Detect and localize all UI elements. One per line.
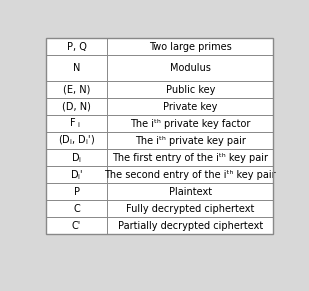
Text: The iᵗʰ private key pair: The iᵗʰ private key pair <box>135 136 246 146</box>
Text: Fully decrypted ciphertext: Fully decrypted ciphertext <box>126 204 254 214</box>
Text: The first entry of the iᵗʰ key pair: The first entry of the iᵗʰ key pair <box>112 153 268 163</box>
Text: P, Q: P, Q <box>66 42 87 52</box>
Text: D$_\mathregular{i}$': D$_\mathregular{i}$' <box>70 168 83 182</box>
Bar <box>46 38 273 234</box>
Text: C': C' <box>72 221 81 231</box>
Text: Public key: Public key <box>166 85 215 95</box>
Text: Modulus: Modulus <box>170 63 211 73</box>
Text: The iᵗʰ private key factor: The iᵗʰ private key factor <box>130 119 251 129</box>
Text: (D$_\mathregular{i}$, D$_\mathregular{i}$'): (D$_\mathregular{i}$, D$_\mathregular{i}… <box>58 134 95 148</box>
Bar <box>46 38 273 234</box>
Text: N: N <box>73 63 80 73</box>
Text: i: i <box>78 122 80 128</box>
Text: Two large primes: Two large primes <box>149 42 232 52</box>
Text: C: C <box>73 204 80 214</box>
Text: Private key: Private key <box>163 102 218 112</box>
Text: D$_\mathregular{i}$: D$_\mathregular{i}$ <box>71 151 82 165</box>
Text: F: F <box>70 118 75 128</box>
Text: (D, N): (D, N) <box>62 102 91 112</box>
Text: P: P <box>74 187 79 197</box>
Text: Plaintext: Plaintext <box>169 187 212 197</box>
Text: The second entry of the iᵗʰ key pair: The second entry of the iᵗʰ key pair <box>104 170 276 180</box>
Text: Partially decrypted ciphertext: Partially decrypted ciphertext <box>118 221 263 231</box>
Text: (E, N): (E, N) <box>63 85 90 95</box>
